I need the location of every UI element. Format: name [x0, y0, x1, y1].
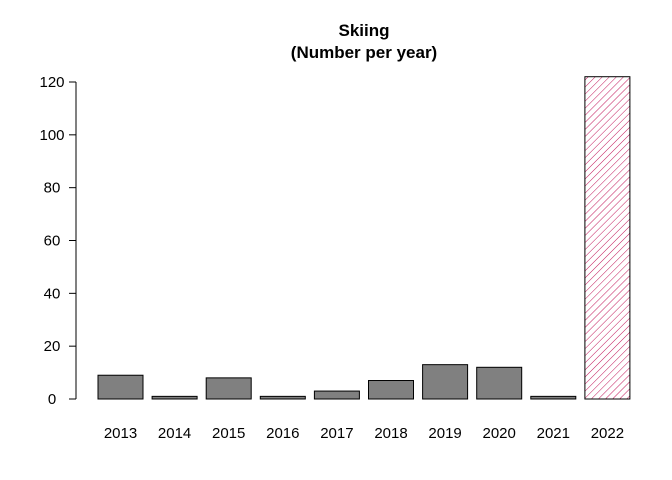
chart-subtitle: (Number per year) — [291, 43, 437, 62]
bar-2022 — [584, 76, 631, 400]
y-tick-label: 40 — [44, 285, 61, 302]
x-tick-label-2018: 2018 — [374, 425, 407, 442]
bar-2017 — [313, 390, 360, 400]
bar-2015 — [205, 377, 252, 400]
x-tick-label-2014: 2014 — [158, 425, 191, 442]
x-tick-label-2015: 2015 — [212, 425, 245, 442]
bar-2021 — [530, 395, 577, 400]
y-tick-label: 120 — [39, 74, 64, 91]
y-tick-label: 20 — [44, 338, 61, 355]
x-tick-label-2013: 2013 — [104, 425, 137, 442]
x-tick-labels: 2013 2014 2015 2016 2017 2018 2019 2020 2021 2022 — [104, 425, 624, 442]
x-tick-label-2022: 2022 — [591, 425, 624, 442]
y-axis: 0 20 40 60 80 100 120 — [39, 74, 77, 408]
chart-title: Skiing — [338, 21, 389, 40]
bar-2018 — [368, 380, 414, 400]
x-tick-label-2017: 2017 — [320, 425, 353, 442]
x-tick-label-2021: 2021 — [537, 425, 570, 442]
x-tick-label-2016: 2016 — [266, 425, 299, 442]
bar-2014 — [151, 395, 198, 400]
y-tick-label: 60 — [44, 233, 61, 250]
x-tick-label-2019: 2019 — [428, 425, 461, 442]
y-tick-label: 80 — [44, 180, 61, 197]
bar-2019 — [422, 364, 469, 400]
y-tick-label: 0 — [48, 391, 56, 408]
bars-group — [97, 76, 631, 400]
bar-2013 — [97, 374, 144, 400]
y-tick-label: 100 — [39, 127, 64, 144]
bar-2016 — [259, 395, 306, 400]
x-tick-label-2020: 2020 — [483, 425, 516, 442]
bar-2020 — [476, 366, 523, 400]
